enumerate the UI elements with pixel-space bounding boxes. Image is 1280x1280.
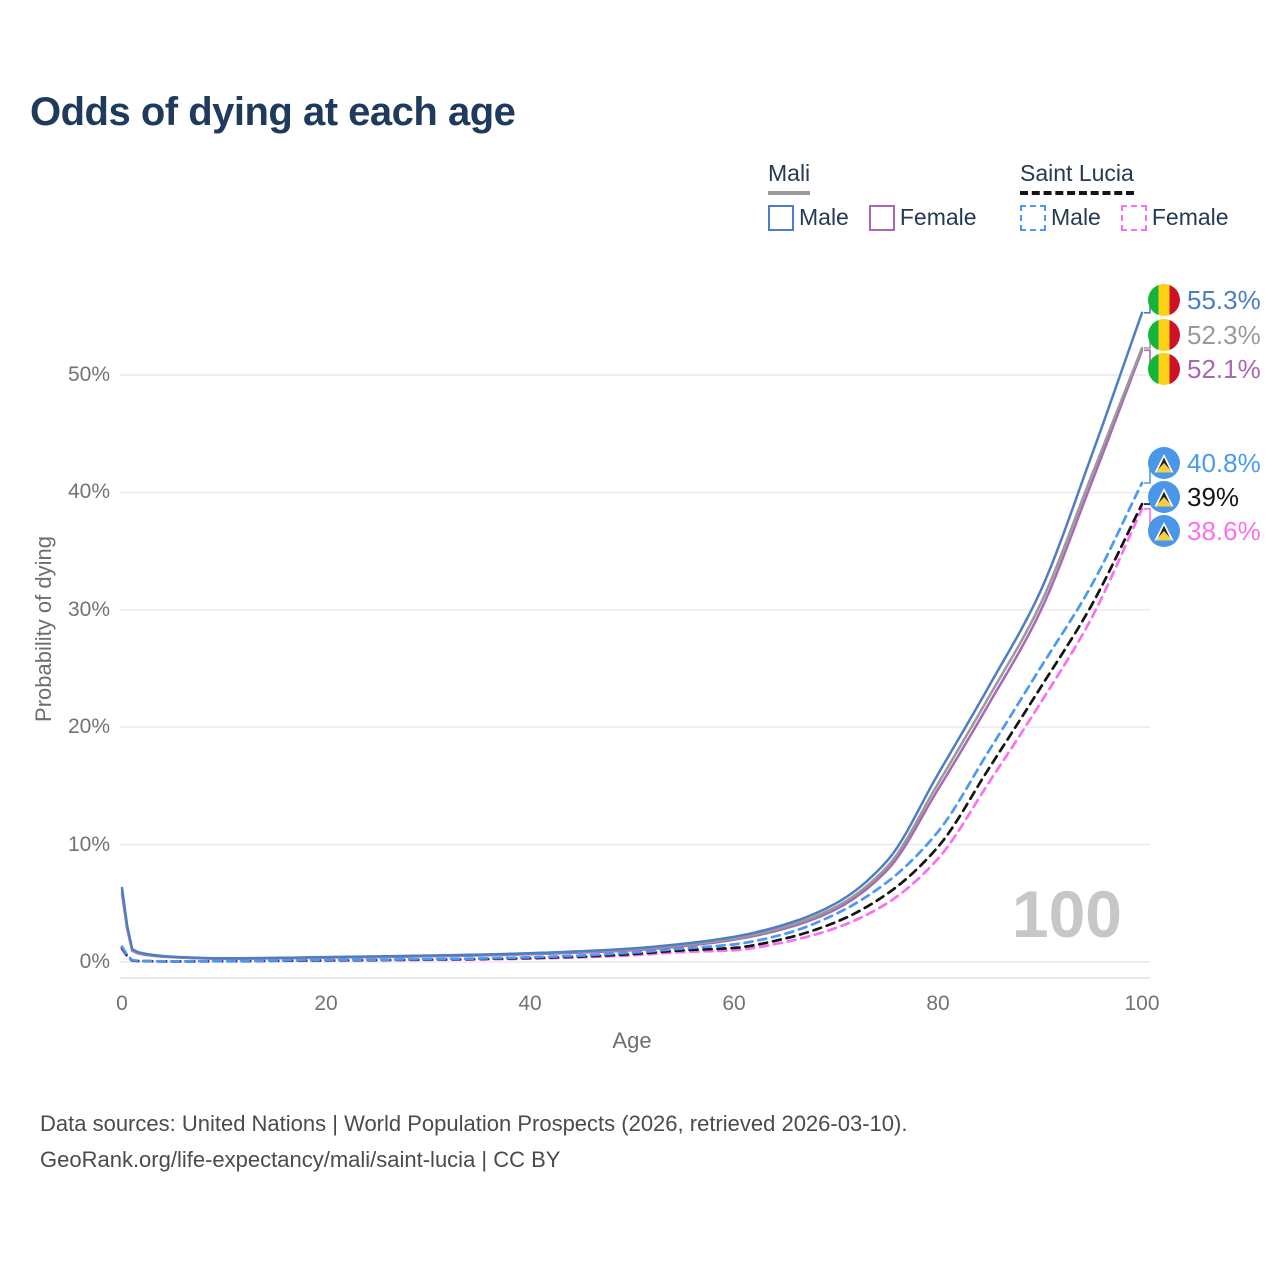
mali-solid-line-sample xyxy=(768,191,811,195)
line-chart-plot[interactable] xyxy=(0,0,1280,1080)
saint-lucia-flag-icon xyxy=(1148,481,1180,513)
series-line-saint-lucia-male xyxy=(120,481,1144,963)
legend-item-saint-lucia-male[interactable]: Male xyxy=(1020,204,1101,231)
legend-label-saint-lucia-female: Female xyxy=(1151,204,1229,230)
saint-lucia-male-swatch-icon xyxy=(1020,204,1046,231)
end-label-mali-female: 52.1% xyxy=(1148,352,1261,386)
legend-group-saint-lucia: Saint Lucia Male Female xyxy=(1020,160,1229,231)
y-tick-50%: 50% xyxy=(67,363,110,386)
end-value-saint-lucia-male: 40.8% xyxy=(1187,447,1261,478)
saint-lucia-dashed-line-sample xyxy=(1020,191,1134,195)
x-tick-100: 100 xyxy=(1124,992,1160,1015)
end-label-saint-lucia-combined: 39% xyxy=(1148,480,1239,514)
end-label-mali-male: 55.3% xyxy=(1148,283,1261,317)
y-tick-30%: 30% xyxy=(67,597,110,621)
saint-lucia-flag-icon xyxy=(1148,515,1180,547)
footer: Data sources: United Nations | World Pop… xyxy=(40,1106,907,1178)
series-line-saint-lucia-combined xyxy=(120,502,1144,963)
age-counter-watermark: 100 xyxy=(1011,877,1122,951)
x-axis-title: Age xyxy=(612,1028,652,1053)
x-tick-40: 40 xyxy=(518,992,542,1015)
legend-label-mali-male: Male xyxy=(799,204,849,230)
saint-lucia-female-swatch-icon xyxy=(1120,204,1147,231)
legend-item-saint-lucia-female[interactable]: Female xyxy=(1120,204,1229,231)
mali-flag-icon xyxy=(1148,353,1180,385)
mali-female-swatch-icon xyxy=(868,204,895,231)
legend-label-mali-female: Female xyxy=(899,204,977,230)
mali-flag-icon xyxy=(1148,284,1180,316)
x-tick-60: 60 xyxy=(722,992,746,1015)
y-axis-title: Probability of dying xyxy=(31,536,56,722)
footer-attribution: GeoRank.org/life-expectancy/mali/saint-l… xyxy=(40,1147,561,1172)
legend-country-saint-lucia: Saint Lucia xyxy=(1020,160,1134,195)
series-line-mali-combined xyxy=(120,346,1144,960)
end-label-saint-lucia-female: 38.6% xyxy=(1148,514,1261,548)
x-tick-0: 0 xyxy=(116,992,128,1015)
end-value-mali-female: 52.1% xyxy=(1187,353,1261,384)
legend-item-mali-female[interactable]: Female xyxy=(868,204,977,231)
y-tick-10%: 10% xyxy=(67,832,110,856)
series-line-saint-lucia-female xyxy=(120,507,1144,963)
end-value-saint-lucia-combined: 39% xyxy=(1187,481,1240,512)
y-tick-40%: 40% xyxy=(67,480,110,504)
x-tick-80: 80 xyxy=(926,992,950,1015)
end-value-saint-lucia-female: 38.6% xyxy=(1187,515,1261,546)
mali-flag-icon xyxy=(1148,319,1180,351)
saint-lucia-flag-icon xyxy=(1148,447,1180,479)
y-tick-20%: 20% xyxy=(67,715,110,739)
series-line-mali-female xyxy=(120,349,1144,960)
footer-data-sources: Data sources: United Nations | World Pop… xyxy=(40,1111,908,1136)
legend-label-saint-lucia-male: Male xyxy=(1051,204,1101,230)
page-title: Odds of dying at each age xyxy=(30,90,516,134)
series-line-mali-male xyxy=(120,311,1144,960)
legend-country-mali: Mali xyxy=(768,160,811,195)
mali-male-swatch-icon xyxy=(768,204,794,231)
legend-country-mali-label: Mali xyxy=(768,160,811,186)
y-tick-0%: 0% xyxy=(79,950,110,973)
legend-group-mali: Mali Male Female xyxy=(768,160,977,231)
legend-item-mali-male[interactable]: Male xyxy=(768,204,849,231)
end-value-mali-combined: 52.3% xyxy=(1187,319,1261,350)
x-tick-20: 20 xyxy=(314,992,338,1015)
end-label-mali-combined: 52.3% xyxy=(1148,318,1261,352)
legend-country-saint-lucia-label: Saint Lucia xyxy=(1020,160,1134,186)
end-label-saint-lucia-male: 40.8% xyxy=(1148,446,1261,480)
end-value-mali-male: 55.3% xyxy=(1187,284,1261,315)
